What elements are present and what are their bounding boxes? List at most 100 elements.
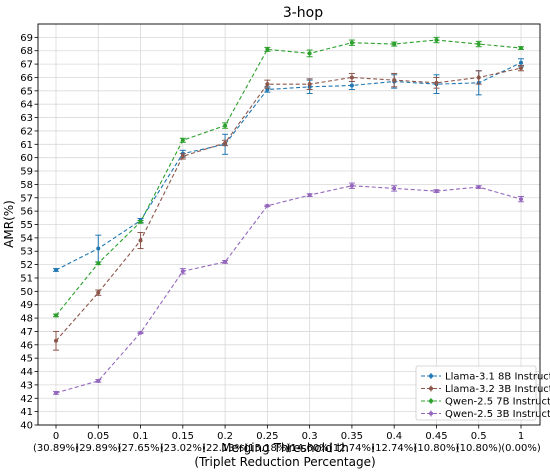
y-tick-label: 64 <box>20 100 33 111</box>
data-point <box>476 185 481 190</box>
y-tick-label: 57 <box>20 193 33 204</box>
data-point <box>223 259 228 264</box>
data-point <box>96 290 101 295</box>
y-tick-label: 63 <box>20 113 33 124</box>
y-tick-label: 41 <box>20 407 33 418</box>
data-point <box>307 193 312 198</box>
data-point <box>54 313 58 318</box>
data-point <box>265 203 270 208</box>
y-tick-label: 44 <box>20 367 33 378</box>
data-point <box>519 66 523 71</box>
x-tick-sublabel: (15.18%) <box>244 443 290 454</box>
x-tick-sublabel: (23.02%) <box>160 443 206 454</box>
y-tick-label: 54 <box>20 233 33 244</box>
x-axis-label-line1: Merging Threshold th <box>221 441 349 455</box>
y-tick-label: 69 <box>20 33 33 44</box>
series-2 <box>53 36 524 318</box>
data-point <box>349 83 354 88</box>
y-tick-label: 47 <box>20 327 33 338</box>
series-line <box>55 39 522 316</box>
legend-label: Qwen-2.5 7B Instruct <box>445 397 550 408</box>
data-point <box>476 75 481 80</box>
data-point <box>54 390 58 395</box>
y-tick-label: 50 <box>20 287 33 298</box>
series-layer <box>53 36 524 395</box>
x-tick-sublabel: (12.74%) <box>371 443 417 454</box>
legend-box <box>415 365 537 421</box>
y-tick-label: 60 <box>20 153 33 164</box>
legend-marker <box>429 374 433 378</box>
y-tick-label: 62 <box>20 126 33 137</box>
series-line <box>55 185 522 394</box>
x-tick-sublabel: (29.89%) <box>75 443 121 454</box>
y-tick-label: 59 <box>20 167 33 178</box>
data-point <box>392 78 397 83</box>
data-point <box>519 46 523 51</box>
data-point <box>349 40 354 45</box>
y-tick-label: 61 <box>20 140 33 151</box>
data-point <box>349 183 354 188</box>
legend-marker <box>429 399 433 403</box>
y-axis-label: AMR(%) <box>2 200 16 248</box>
x-axis-label-line2: (Triplet Reduction Percentage) <box>194 455 375 469</box>
x-axis-ticks: 0(30.89%) 0.05(29.89%) 0.1(27.65%) 0.15(23.… <box>33 425 541 454</box>
y-axis-ticks: 40 41 42 43 44 45 46 47 48 49 50 51 52 53 54 55 56 57 58 59… <box>20 33 38 432</box>
data-point <box>392 42 397 47</box>
data-point <box>392 186 397 191</box>
y-tick-label: 68 <box>20 46 33 57</box>
x-tick-label: 0.15 <box>172 431 194 442</box>
x-tick-label: 1 <box>518 431 524 442</box>
y-tick-label: 40 <box>20 421 33 432</box>
chart-title: 3-hop <box>283 5 323 21</box>
y-tick-label: 65 <box>20 86 33 97</box>
data-point <box>307 51 312 56</box>
data-point <box>96 261 101 266</box>
x-tick-sublabel: (30.89%) <box>33 443 79 454</box>
y-tick-label: 56 <box>20 207 33 218</box>
y-tick-label: 51 <box>20 273 33 284</box>
data-point <box>138 330 143 335</box>
grid <box>38 24 540 426</box>
y-tick-label: 58 <box>20 180 33 191</box>
legend-marker <box>429 386 433 391</box>
data-point <box>223 140 228 145</box>
x-tick-sublabel: (10.80%) <box>456 443 502 454</box>
plot-frame <box>37 23 541 426</box>
series-1 <box>53 64 524 351</box>
x-tick-sublabel: (10.80%) <box>413 443 459 454</box>
y-tick-label: 55 <box>20 220 33 231</box>
data-point <box>180 269 185 274</box>
x-tick-label: 0.25 <box>256 431 278 442</box>
data-point <box>180 154 185 159</box>
data-point <box>434 38 439 43</box>
series-line <box>55 67 522 342</box>
y-tick-label: 67 <box>20 60 33 71</box>
x-tick-label: 0 <box>53 431 59 442</box>
y-tick-label: 49 <box>20 300 33 311</box>
y-tick-label: 53 <box>20 247 33 258</box>
series-3 <box>53 182 524 395</box>
x-tick-sublabel: (14.60%) <box>287 443 333 454</box>
x-tick-label: 0.3 <box>302 431 318 442</box>
data-point <box>138 219 143 224</box>
x-tick-sublabel: (12.74%) <box>329 443 375 454</box>
y-tick-label: 42 <box>20 394 33 405</box>
y-tick-label: 45 <box>20 354 33 365</box>
data-point <box>476 42 481 47</box>
x-tick-label: 0.45 <box>425 431 447 442</box>
data-point <box>519 60 523 65</box>
data-point <box>265 47 270 52</box>
data-point <box>307 82 312 87</box>
data-point <box>519 197 523 202</box>
legend-marker <box>429 411 433 416</box>
data-point <box>54 267 58 272</box>
data-point <box>223 123 228 128</box>
data-point <box>138 238 143 243</box>
data-point <box>180 138 185 143</box>
y-tick-label: 43 <box>20 380 33 391</box>
data-point <box>434 80 439 85</box>
data-point <box>434 189 439 194</box>
x-tick-sublabel: (27.65%) <box>118 443 164 454</box>
